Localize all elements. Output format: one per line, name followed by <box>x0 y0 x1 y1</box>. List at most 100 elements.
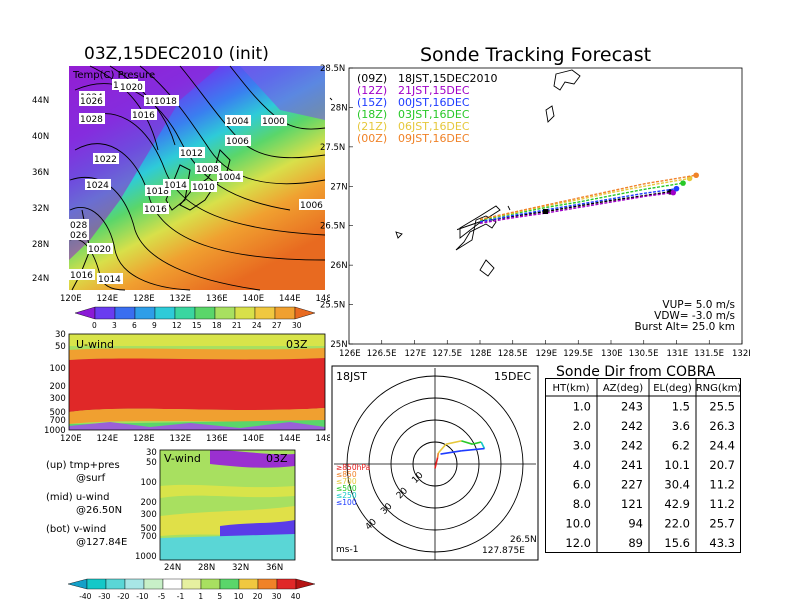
table-cell: 8.0 <box>573 497 591 511</box>
table-cell: 6.2 <box>672 439 690 453</box>
uwind-p-tick: 200 <box>50 382 66 392</box>
map-lat-tick: 44N <box>32 96 49 106</box>
temp-colorbar-bin <box>174 306 196 320</box>
vwind-colorbar-bin <box>124 578 145 590</box>
temp-colorbar-label: 0 <box>92 321 97 328</box>
map-lat-tick: 28N <box>32 240 49 250</box>
uwind-p-tick: 300 <box>50 394 66 404</box>
table-header: AZ(deg) <box>603 383 643 394</box>
hodograph-segment <box>445 440 462 445</box>
vwind-colorbar-label: 20 <box>253 592 263 601</box>
vwind-colorbar-bin <box>181 578 202 590</box>
track-legend-utc: (18Z) <box>357 108 387 121</box>
table-cell: 43.3 <box>709 536 735 550</box>
hodograph-segment <box>434 457 439 469</box>
vwind-p-tick: 300 <box>141 510 157 520</box>
left-title: 03Z,15DEC2010 (init) <box>84 44 269 64</box>
table-cell: 26.3 <box>709 419 735 433</box>
temp-colorbar-bin <box>294 306 316 320</box>
vwind-lat-tick: 36N <box>266 563 283 573</box>
uwind-lon-tick: 128E <box>133 434 155 444</box>
track-param: Burst Alt= 25.0 km <box>635 321 735 333</box>
map-lat-tick: 24N <box>32 274 49 284</box>
vwind-label: V-wind <box>164 452 201 465</box>
temp-colorbar-label: 15 <box>192 321 202 328</box>
vwind-colorbar-bin <box>67 578 88 590</box>
table-cell: 4.0 <box>573 458 591 472</box>
table-header: EL(deg) <box>653 383 692 394</box>
track-lon-tick: 132E <box>732 349 750 359</box>
track-legend-jst: 00JST,16DEC <box>398 96 470 109</box>
uwind-p-tick: 500 <box>50 408 66 418</box>
isobar-label: 028 <box>70 221 87 231</box>
table-header: HT(km) <box>553 383 590 394</box>
temp-colorbar-bin <box>74 306 96 320</box>
table-cell: 1.0 <box>573 400 591 414</box>
track-end-point <box>693 172 699 179</box>
track-lon-tick: 128E <box>470 349 492 359</box>
track-frame <box>348 67 743 345</box>
map-label: Temp(C) Presure <box>72 70 155 81</box>
map-lat-tick: 40N <box>32 132 49 142</box>
vwind-colorbar-bin <box>238 578 259 590</box>
vwind-colorbar-label: 1 <box>198 592 203 601</box>
uwind-p-tick: 100 <box>50 364 66 374</box>
isobar-label: 1016 <box>70 271 93 281</box>
table-title: Sonde Dir from COBRA <box>556 364 716 380</box>
vwind-colorbar-label: 10 <box>234 592 244 601</box>
track-series-line <box>479 188 677 223</box>
map-lon-tick: 128E <box>133 294 155 304</box>
track-launch-marker <box>543 209 548 215</box>
isobar-label: 1020 <box>88 245 111 255</box>
vwind-colorbar-bin <box>86 578 107 590</box>
map-lon-tick: 140E <box>243 294 265 304</box>
track-legend-jst: 18JST,15DEC2010 <box>398 72 498 85</box>
isobar-label: 1014 <box>98 275 121 285</box>
map-lon-tick: 124E <box>97 294 119 304</box>
temp-colorbar-label: 18 <box>212 321 222 328</box>
vwind-time: 03Z <box>266 452 288 465</box>
vwind-lat-tick: 32N <box>232 563 249 573</box>
track-lon-tick: 127E <box>405 349 427 359</box>
track-lat-tick: 28.5N <box>320 64 345 74</box>
vwind-lat-tick: 24N <box>164 563 181 573</box>
table-cell: 25.7 <box>709 517 735 531</box>
table-cell: 11.2 <box>709 497 735 511</box>
vwind-p-tick: 500 <box>141 524 157 534</box>
table-cell: 6.0 <box>573 478 591 492</box>
table-cell: 20.7 <box>709 458 735 472</box>
legend-mid: (mid) u-wind <box>46 492 110 503</box>
isobar-label: 1018 <box>154 97 177 107</box>
track-lon-tick: 130.5E <box>629 349 659 359</box>
vwind-lat-tick: 28N <box>198 563 215 573</box>
table-cell: 42.9 <box>664 497 690 511</box>
vwind-colorbar-bin <box>200 578 221 590</box>
table-cell: 227 <box>621 478 643 492</box>
track-lat-tick: 28N <box>330 103 347 113</box>
isobar-label: 1008 <box>196 165 219 175</box>
uwind-lon-tick: 140E <box>243 434 265 444</box>
temp-colorbar-bin <box>194 306 216 320</box>
vwind-colorbar-label: -20 <box>117 592 129 601</box>
table-cell: 242 <box>621 439 643 453</box>
vwind-colorbar-bin <box>105 578 126 590</box>
table-cell: 2.0 <box>573 419 591 433</box>
map-lon-tick: 120E <box>60 294 82 304</box>
sonde-table: HT(km) AZ(deg) EL(deg) RNG(km) 1.0 243 1.5 25.5… <box>545 378 741 553</box>
legend-mid-level: @26.50N <box>76 505 123 516</box>
track-end-point <box>670 189 677 196</box>
temp-colorbar-bin <box>214 306 236 320</box>
temp-colorbar-bin <box>134 306 156 320</box>
vwind-colorbar-bin <box>257 578 278 590</box>
vwind-colorbar-label: -10 <box>136 592 148 601</box>
uwind-p-tick: 1000 <box>44 426 66 436</box>
hodograph-time: 18JST <box>336 370 367 383</box>
table-cell: 241 <box>621 458 643 472</box>
track-lat-tick: 27.5N <box>320 143 345 153</box>
isobar-label: 1028 <box>80 115 103 125</box>
hodograph-segment <box>437 443 447 454</box>
track-lon-tick: 129.5E <box>563 349 593 359</box>
map-lat-tick: 32N <box>32 204 49 214</box>
table-cell: 243 <box>621 400 643 414</box>
